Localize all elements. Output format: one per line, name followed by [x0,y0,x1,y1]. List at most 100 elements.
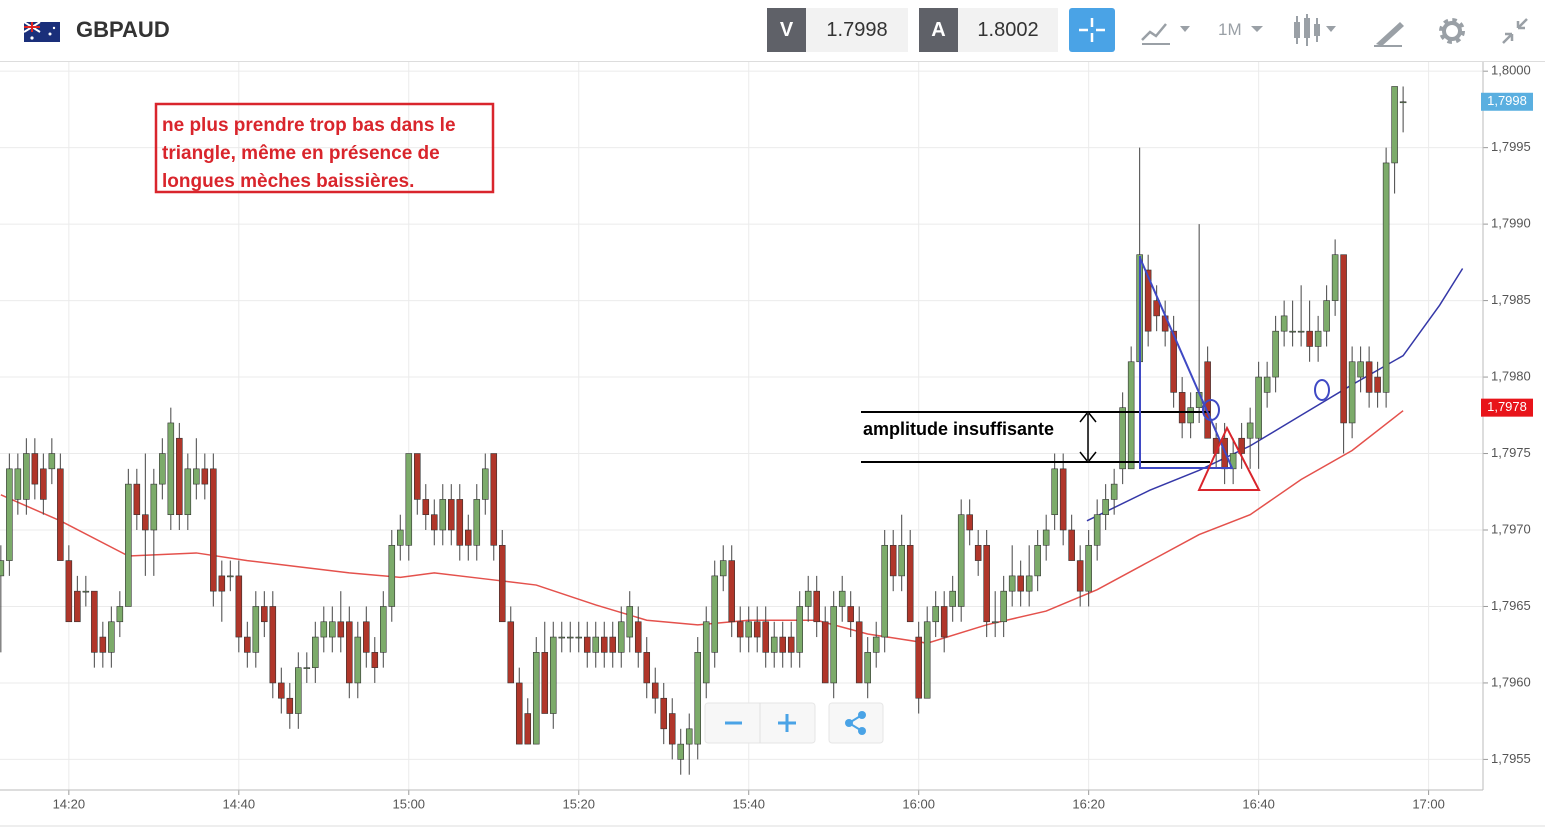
draw-button[interactable] [1372,14,1406,48]
y-tick-label: 1,7995 [1491,139,1531,154]
candle-body [1110,483,1118,500]
collapse-button[interactable] [1500,16,1530,46]
candle-body [1229,453,1237,470]
candle-body [1034,544,1041,577]
candle-body [498,544,506,623]
y-tick-label: 1,7980 [1491,368,1531,383]
candle-body [295,667,302,714]
candle-body [507,621,515,684]
candle-body [813,590,820,623]
bid-label[interactable]: V [767,8,806,52]
candle-body [872,636,880,653]
ask-label[interactable]: A [919,8,958,52]
candle-body [728,560,736,623]
candle-body [1059,468,1067,531]
candle-body [1272,330,1279,378]
candle-body [116,606,124,623]
candle-body [1093,514,1101,546]
y-tick-label: 1,7990 [1491,216,1531,231]
candle-body [1170,330,1177,393]
candle-body [830,606,837,684]
candle-body [1357,361,1364,378]
candle-body [1246,422,1254,439]
candle-body [1323,300,1330,332]
candle-body [864,652,871,684]
candle-body [99,636,107,653]
candle-body [1017,575,1024,592]
candle-body [881,544,888,638]
candle-body [626,606,634,638]
candle-body [940,606,948,638]
candle-body [82,590,90,593]
candle-body [1331,254,1339,301]
candle-body [1008,575,1016,592]
candle-body [1255,376,1262,439]
x-tick-label: 14:40 [223,796,256,811]
candle-body [787,636,795,653]
crosshair-button[interactable] [1069,8,1115,52]
candle-body [838,590,846,607]
candle-body [1076,560,1084,592]
timeframe[interactable]: 1M [1218,20,1242,39]
candle-body [906,544,914,623]
candle-body [1374,376,1381,393]
candle-body [1042,529,1050,546]
candle-body [609,636,617,653]
toolbar: GBPAUD V 1.7998 A 1.8002 1M [0,0,1545,62]
x-tick-label: 14:20 [53,796,86,811]
candle-body [1085,544,1092,592]
candle-body [957,514,965,607]
price-tag [1481,398,1533,417]
candle-body [48,453,56,470]
candle-body [1297,330,1305,333]
candle-body [176,437,183,516]
candle-body [1314,330,1322,347]
candle-body [515,682,523,745]
candle-body [566,636,574,639]
symbol: GBPAUD [76,17,170,42]
candle-body [651,682,659,699]
candle-body [278,682,285,699]
bid-price[interactable]: 1.7998 [806,8,908,52]
candle-body [1136,254,1143,363]
candle-body [991,621,999,624]
candle-body [354,636,362,684]
candle-body [252,606,260,653]
candle-body [660,697,668,730]
candle-body [142,514,149,531]
dropdown-arrow [1251,26,1263,32]
candle-body [923,621,931,699]
flag-icon [24,22,60,42]
candle-body [133,483,141,516]
candle-body [1348,361,1356,424]
candle-body [889,544,897,577]
candle-body [1306,330,1313,347]
y-tick-label: 1,7960 [1491,674,1531,689]
candle-body [473,499,481,546]
candle-body [218,575,226,592]
settings-button[interactable] [1436,15,1468,47]
candle-body [583,636,591,653]
candle-body [184,468,192,516]
candle-body [1221,437,1228,470]
candle-body [303,667,311,669]
candle-body [201,468,209,485]
y-tick-label: 1,8000 [1491,63,1531,78]
candle-body [23,453,30,500]
candle-body [244,636,251,653]
candle-body [1399,101,1407,104]
chart-type-button[interactable] [1140,14,1196,48]
candle-body [558,636,566,639]
ask-price[interactable]: 1.8002 [958,8,1058,52]
candle-body [702,621,710,684]
candle-body [821,621,829,684]
candle-body [159,453,166,485]
indicators-button[interactable] [1290,14,1346,48]
candle-body [932,606,939,623]
candle-body [210,468,217,592]
y-tick-label: 1,7955 [1491,751,1531,766]
candle-body [575,636,583,639]
candle-body [1280,315,1288,332]
